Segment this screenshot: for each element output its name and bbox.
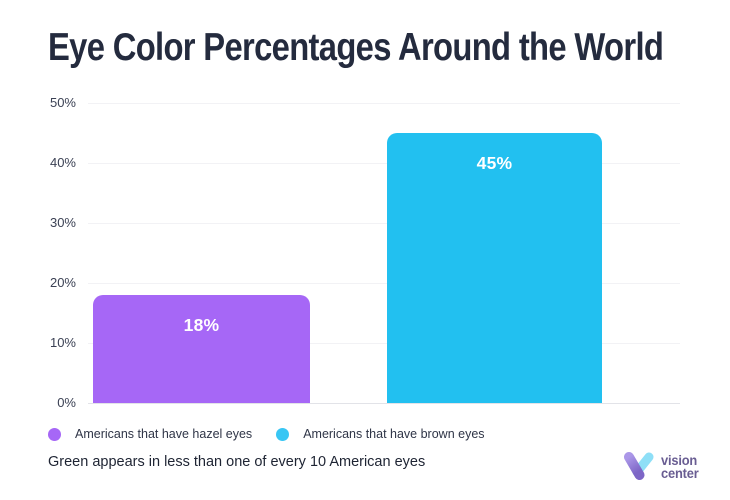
legend-item-brown: Americans that have brown eyes (276, 427, 485, 441)
legend-item-label: Americans that have hazel eyes (75, 427, 253, 441)
legend-dot-icon (276, 427, 290, 441)
bar-chart-plot-area: 0% 10% 20% 30% 40% 50% 18% 45% (50, 95, 680, 410)
y-axis-tick-label: 0% (57, 395, 76, 410)
legend-item-label: Americans that have brown eyes (303, 427, 485, 441)
bar-brown: 45% (387, 133, 602, 403)
logo-word-vision: vision (661, 452, 698, 468)
gridline-0 (88, 403, 680, 404)
gridline-30 (88, 223, 680, 224)
logo-word-center: center (661, 464, 699, 481)
bar-value-label: 45% (476, 153, 513, 173)
footnote-text: Green appears in less than one of every … (48, 454, 426, 470)
legend-dot-icon (48, 427, 61, 441)
y-axis-tick-label: 40% (49, 155, 76, 170)
chart-legend: Americans that have hazel eyes Americans … (48, 427, 485, 441)
y-axis-tick-label: 30% (49, 215, 76, 230)
logo-wordmark: vision center (661, 452, 699, 481)
y-axis-tick-label: 10% (49, 335, 76, 350)
gridline-40 (88, 163, 680, 164)
legend-item-hazel: Americans that have hazel eyes (48, 427, 252, 441)
gridline-50 (88, 103, 680, 104)
v-check-logo-icon (624, 452, 654, 480)
y-axis-tick-label: 50% (49, 95, 76, 110)
chart-title: Eye Color Percentages Around the World (48, 26, 664, 69)
vision-center-logo: vision center (621, 448, 702, 485)
gridline-20 (88, 283, 680, 284)
gridline-10 (88, 343, 680, 344)
bar-value-label: 18% (183, 315, 220, 335)
y-axis-tick-label: 20% (49, 275, 76, 290)
bar-hazel: 18% (93, 295, 310, 403)
